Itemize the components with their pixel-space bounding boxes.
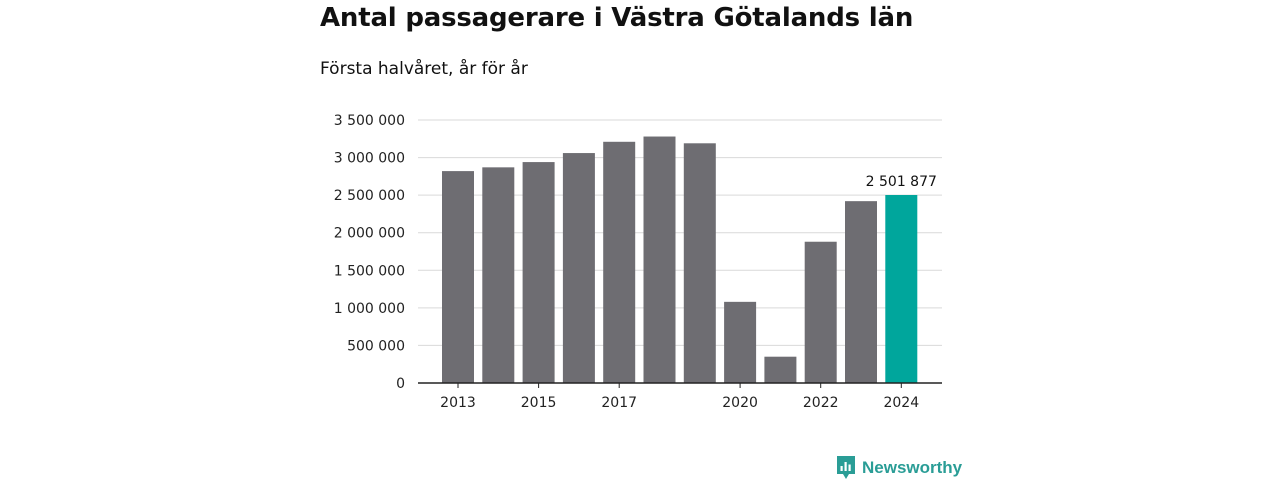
- x-tick-label: 2013: [440, 395, 476, 411]
- bar: [442, 171, 474, 383]
- bar: [482, 167, 515, 383]
- y-tick-label: 1 500 000: [334, 263, 405, 279]
- bar: [643, 136, 676, 383]
- chart-title: Antal passagerare i Västra Götalands län: [320, 3, 914, 33]
- x-tick-label: 2022: [803, 395, 839, 411]
- y-tick-label: 1 000 000: [334, 301, 405, 317]
- bar: [804, 241, 837, 383]
- bar: [764, 356, 797, 383]
- y-tick-label: 0: [396, 376, 405, 392]
- bar-highlight: [885, 195, 918, 383]
- y-tick-label: 3 000 000: [334, 151, 405, 167]
- x-tick-label: 2020: [722, 395, 758, 411]
- bar: [683, 143, 716, 383]
- y-tick-label: 2 000 000: [334, 226, 405, 242]
- bar: [845, 201, 877, 383]
- x-tick-label: 2024: [883, 395, 919, 411]
- y-tick-label: 500 000: [347, 338, 405, 354]
- bar: [603, 141, 636, 383]
- y-tick-label: 3 500 000: [334, 113, 405, 129]
- newsworthy-logo-icon: [837, 456, 855, 479]
- bar: [522, 162, 555, 383]
- data-label: 2 501 877: [866, 174, 937, 190]
- chart-subtitle: Första halvåret, år för år: [320, 59, 528, 79]
- x-tick-label: 2015: [521, 395, 557, 411]
- bar: [562, 153, 595, 383]
- brand-name: Newsworthy: [862, 458, 963, 477]
- brand-logo: Newsworthy: [836, 455, 962, 481]
- y-tick-label: 2 500 000: [334, 188, 405, 204]
- bar: [724, 301, 757, 383]
- x-tick-label: 2017: [601, 395, 637, 411]
